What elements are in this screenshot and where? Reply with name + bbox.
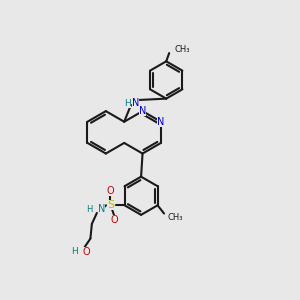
Text: H: H xyxy=(86,205,92,214)
Text: H: H xyxy=(124,99,130,108)
Text: O: O xyxy=(82,247,90,257)
Text: N: N xyxy=(139,106,146,116)
Text: S: S xyxy=(107,200,114,210)
Text: CH₃: CH₃ xyxy=(175,45,190,54)
Text: N: N xyxy=(98,204,105,214)
Text: O: O xyxy=(110,215,118,225)
Text: H: H xyxy=(71,247,78,256)
Text: CH₃: CH₃ xyxy=(167,213,182,222)
Text: O: O xyxy=(106,186,114,196)
Text: N: N xyxy=(157,117,165,127)
Text: N: N xyxy=(132,98,139,109)
